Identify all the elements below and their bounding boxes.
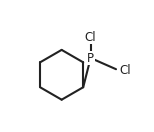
Text: Cl: Cl	[85, 31, 96, 44]
Text: Cl: Cl	[119, 64, 131, 77]
Text: P: P	[87, 51, 94, 65]
